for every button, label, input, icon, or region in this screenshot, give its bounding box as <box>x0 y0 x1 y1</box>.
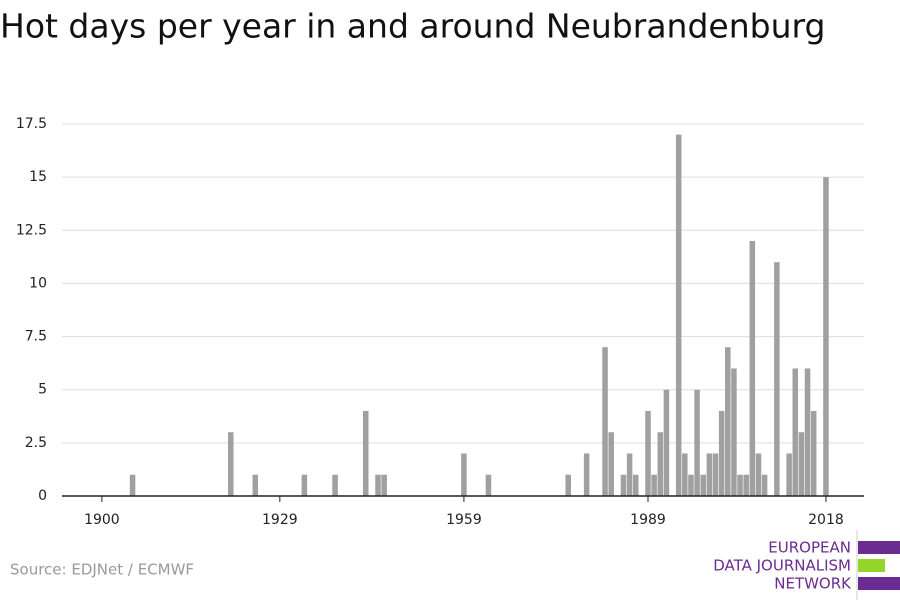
bar <box>675 134 682 496</box>
bar <box>663 389 670 496</box>
bar <box>602 347 608 496</box>
bar <box>485 474 492 496</box>
bar <box>632 474 639 496</box>
bar <box>252 474 259 496</box>
logo-text: EUROPEAN <box>768 539 851 557</box>
bar <box>761 474 768 496</box>
bar <box>749 240 756 496</box>
logo-text: NETWORK <box>774 575 852 593</box>
logo-bar <box>858 541 900 554</box>
logo-bar <box>858 559 885 572</box>
bar <box>651 474 657 496</box>
bar <box>565 474 571 496</box>
bar <box>755 453 762 496</box>
bar <box>706 453 713 496</box>
chart-title: Hot days per year in and around Neubrand… <box>0 7 825 46</box>
logo: EUROPEAN DATA JOURNALISM NETWORK <box>713 530 900 600</box>
bar <box>718 410 725 496</box>
bar <box>657 432 664 496</box>
bar <box>626 453 633 496</box>
logo-text: DATA JOURNALISM <box>713 557 851 575</box>
bar <box>461 453 467 496</box>
bar <box>743 474 749 496</box>
bar <box>227 432 234 496</box>
x-tick-label: 1929 <box>262 512 298 528</box>
bar <box>620 474 627 496</box>
bar <box>362 410 369 496</box>
y-tick-label: 10 <box>29 275 47 291</box>
bar <box>804 368 811 496</box>
bar <box>810 410 817 496</box>
bar <box>737 474 743 496</box>
bar <box>786 453 792 496</box>
bar <box>301 474 308 496</box>
x-tick-label: 1900 <box>84 512 120 528</box>
bar <box>375 474 381 496</box>
bar <box>688 474 694 496</box>
bar <box>381 474 387 496</box>
x-tick-label: 2018 <box>808 512 844 528</box>
bar <box>731 368 737 496</box>
bar <box>712 453 719 496</box>
y-tick-label: 12.5 <box>16 222 47 238</box>
bar <box>583 453 590 496</box>
bar <box>682 453 688 496</box>
source: Source: EDJNet / ECMWF <box>10 561 194 579</box>
y-tick-label: 7.5 <box>25 329 47 345</box>
bar <box>823 177 829 496</box>
y-tick-label: 0 <box>38 488 47 504</box>
y-tick-label: 2.5 <box>25 435 47 451</box>
bar <box>792 368 799 496</box>
y-tick-label: 15 <box>29 169 47 185</box>
y-tick-label: 17.5 <box>16 116 47 132</box>
bar <box>694 389 700 496</box>
logo-bar <box>858 577 900 590</box>
x-tick-label: 1989 <box>630 512 666 528</box>
bar <box>725 347 731 496</box>
bar <box>332 474 338 496</box>
bar <box>774 262 780 496</box>
y-tick-label: 5 <box>38 382 47 398</box>
bar <box>608 432 614 496</box>
x-tick-label: 1959 <box>446 512 482 528</box>
bar <box>798 432 805 496</box>
bar <box>700 474 706 496</box>
bar <box>129 474 136 496</box>
bar <box>645 410 651 496</box>
